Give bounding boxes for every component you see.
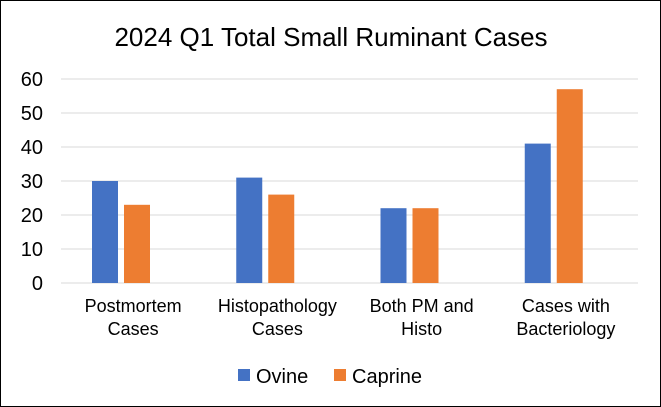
y-tick-label: 30: [21, 171, 43, 193]
y-tick-label: 0: [32, 273, 43, 295]
legend-swatch-caprine: [334, 369, 346, 381]
category-label: Cases with: [522, 296, 610, 316]
bar-caprine-0: [124, 204, 150, 283]
bar-ovine-2: [380, 208, 407, 283]
category-label: Histo: [401, 319, 442, 339]
y-tick-label: 20: [21, 205, 43, 227]
bar-caprine-2: [412, 208, 439, 283]
bar-ovine-3: [524, 143, 551, 283]
category-label: Postmortem: [85, 296, 182, 316]
category-label: Bacteriology: [516, 319, 615, 339]
bar-ovine-1: [236, 177, 263, 283]
legend: Ovine Caprine: [238, 366, 422, 388]
y-tick-label: 60: [21, 69, 43, 91]
y-axis-ticks: 0 10 20 30 40 50 60: [21, 69, 43, 295]
bars: [92, 89, 583, 283]
bar-caprine-1: [268, 194, 295, 283]
bar-caprine-3: [556, 89, 583, 283]
gridlines: [61, 78, 638, 284]
legend-swatch-ovine: [238, 369, 250, 381]
category-label: Cases: [108, 319, 159, 339]
category-label: Cases: [252, 319, 303, 339]
legend-label-caprine: Caprine: [352, 366, 422, 388]
category-label: Histopathology: [218, 296, 337, 316]
category-label: Both PM and: [370, 296, 474, 316]
chart-title: 2024 Q1 Total Small Ruminant Cases: [114, 22, 547, 52]
y-tick-label: 40: [21, 137, 43, 159]
legend-label-ovine: Ovine: [256, 366, 308, 388]
y-tick-label: 50: [21, 103, 43, 125]
bar-ovine-0: [92, 181, 118, 283]
y-tick-label: 10: [21, 239, 43, 261]
x-axis-labels: Postmortem Cases Histopathology Cases Both P…: [85, 296, 616, 339]
